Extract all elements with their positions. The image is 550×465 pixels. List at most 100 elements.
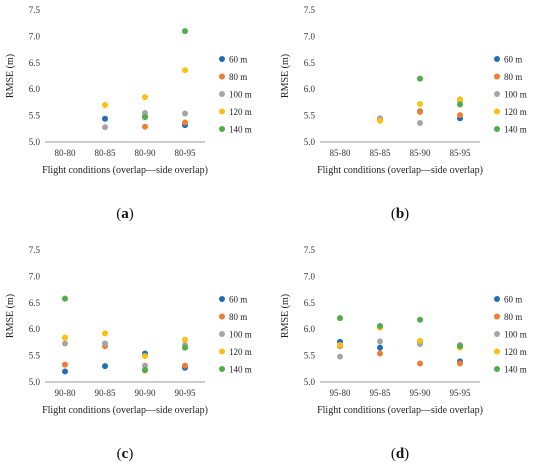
y-tick-label: 7.0 — [29, 31, 41, 41]
legend-marker — [494, 73, 500, 80]
data-point — [182, 344, 188, 351]
y-tick-label: 7.5 — [304, 5, 316, 15]
data-point — [417, 100, 423, 107]
panel-label: (a) — [116, 206, 134, 222]
legend-label: 120 m — [229, 107, 252, 117]
data-point — [142, 353, 148, 360]
x-tick-label: 95-85 — [370, 388, 391, 398]
data-point — [62, 340, 68, 347]
legend-marker — [219, 108, 225, 115]
x-axis-title: Flight conditions (overlap—side overlap) — [317, 165, 483, 176]
legend-label: 100 m — [229, 330, 252, 340]
data-point — [142, 362, 148, 369]
y-axis-title: RMSE (m) — [280, 294, 291, 338]
data-point — [417, 316, 423, 323]
data-point — [182, 110, 188, 117]
y-axis-title: RMSE (m) — [5, 54, 16, 98]
x-tick-label: 85-90 — [410, 148, 431, 158]
panel-label: (c) — [117, 446, 134, 462]
data-point — [142, 123, 148, 130]
legend-label: 80 m — [504, 72, 522, 82]
data-point — [142, 109, 148, 116]
y-tick-label: 6.0 — [29, 324, 41, 334]
data-point — [337, 315, 343, 322]
y-tick-label: 7.5 — [304, 245, 316, 255]
y-tick-label: 6.5 — [29, 58, 41, 68]
data-point — [457, 101, 463, 108]
y-tick-label: 6.5 — [304, 298, 316, 308]
x-tick-label: 80-95 — [175, 148, 196, 158]
data-point — [457, 360, 463, 367]
legend-label: 140 m — [504, 365, 527, 375]
y-tick-label: 6.5 — [29, 298, 41, 308]
data-point — [417, 108, 423, 115]
data-point — [457, 112, 463, 119]
panel-label: (d) — [391, 446, 409, 462]
legend-marker — [494, 296, 500, 302]
x-tick-label: 80-85 — [95, 148, 116, 158]
data-point — [457, 96, 463, 103]
data-point — [62, 361, 68, 368]
data-point — [182, 67, 188, 74]
panel-label-letter: c — [122, 446, 129, 462]
data-point — [62, 295, 68, 302]
legend-label: 100 m — [229, 90, 252, 100]
y-tick-label: 6.0 — [304, 324, 316, 334]
data-point — [102, 330, 108, 337]
data-point — [102, 340, 108, 347]
legend-marker — [219, 73, 225, 80]
y-tick-label: 7.5 — [29, 5, 41, 15]
legend-label: 80 m — [504, 312, 522, 322]
x-tick-label: 90-90 — [135, 388, 156, 398]
x-axis-title: Flight conditions (overlap—side overlap) — [42, 165, 208, 176]
x-tick-label: 90-80 — [55, 388, 76, 398]
data-point — [377, 338, 383, 345]
y-tick-label: 5.5 — [304, 351, 316, 361]
x-tick-label: 90-85 — [95, 388, 116, 398]
legend-marker — [494, 126, 500, 132]
data-point — [62, 368, 68, 375]
data-point — [417, 119, 423, 126]
legend-label: 140 m — [229, 125, 252, 135]
y-tick-label: 6.0 — [304, 84, 316, 94]
legend-marker — [219, 56, 225, 62]
y-tick-label: 6.0 — [29, 84, 41, 94]
y-tick-label: 5.0 — [29, 377, 41, 387]
legend-marker — [219, 296, 225, 302]
y-tick-label: 7.0 — [29, 271, 41, 281]
x-tick-label: 85-80 — [330, 148, 351, 158]
x-tick-label: 95-90 — [410, 388, 431, 398]
legend-marker — [494, 313, 500, 320]
panel-label: (b) — [391, 206, 409, 222]
legend-marker — [494, 108, 500, 115]
legend-label: 120 m — [229, 347, 252, 357]
x-axis-title: Flight conditions (overlap—side overlap) — [42, 405, 208, 416]
y-axis-title: RMSE (m) — [5, 294, 16, 338]
legend-label: 80 m — [229, 72, 247, 82]
legend-marker — [219, 91, 225, 97]
legend-label: 140 m — [229, 365, 252, 375]
data-point — [142, 366, 148, 373]
data-point — [457, 343, 463, 350]
x-tick-label: 90-95 — [175, 388, 196, 398]
legend-label: 140 m — [504, 125, 527, 135]
data-point — [417, 360, 423, 367]
data-point — [102, 102, 108, 109]
legend-label: 80 m — [229, 312, 247, 322]
legend-label: 120 m — [504, 107, 527, 117]
data-point — [182, 28, 188, 35]
x-tick-label: 80-90 — [135, 148, 156, 158]
legend-marker — [494, 331, 500, 337]
legend-label: 60 m — [229, 295, 247, 305]
legend-label: 60 m — [504, 55, 522, 65]
data-point — [102, 363, 108, 370]
legend-marker — [494, 91, 500, 97]
y-tick-label: 7.0 — [304, 31, 316, 41]
x-tick-label: 85-95 — [450, 148, 471, 158]
chart-panel-d: 5.0 5.5 6.0 6.5 7.0 7.5 95-80 95-85 95-90 95-95 RM… — [280, 245, 527, 462]
legend-label: 100 m — [504, 90, 527, 100]
x-tick-label: 95-95 — [450, 388, 471, 398]
panel-label-letter: a — [121, 206, 129, 222]
legend-marker — [219, 366, 225, 372]
